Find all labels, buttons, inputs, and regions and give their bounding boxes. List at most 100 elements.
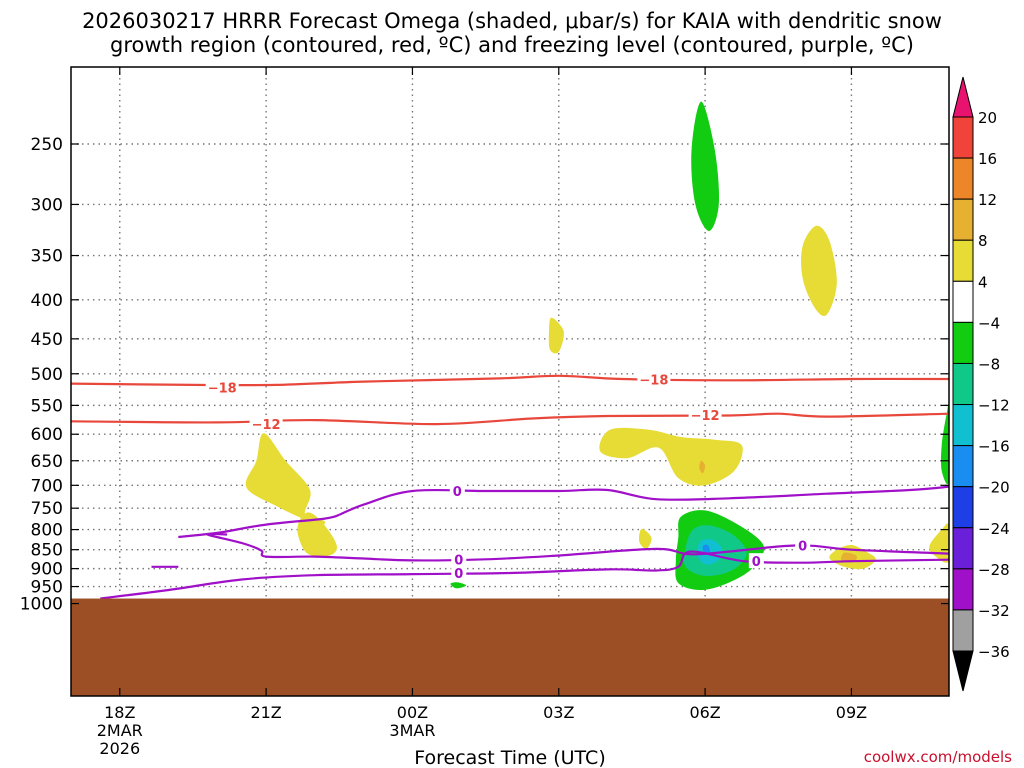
omega-region — [599, 427, 743, 486]
ground-terrain — [71, 598, 949, 696]
x-tick-label: 18Z — [104, 703, 135, 722]
contour-label-bg — [688, 406, 722, 422]
omega-region — [450, 582, 467, 589]
y-tick-label: 750 — [31, 499, 63, 519]
y-tick-label: 600 — [31, 425, 63, 445]
contour-label: −12 — [691, 409, 720, 424]
colorbar-swatch — [952, 280, 974, 323]
colorbar-label: −8 — [978, 355, 1000, 373]
omega-region — [940, 403, 949, 485]
omega-region — [691, 101, 720, 231]
colorbar-swatch — [952, 527, 974, 570]
omega-region — [297, 512, 337, 557]
contour-label-bg — [249, 416, 283, 432]
contour-label-bg — [449, 482, 465, 498]
x-tick-label: 00Z — [397, 703, 428, 722]
y-tick-label: 400 — [31, 291, 63, 311]
colorbar-label: 8 — [978, 232, 988, 250]
contour-label-bg — [451, 565, 467, 581]
contour-label: 0 — [798, 539, 807, 554]
y-tick-label: 950 — [31, 578, 63, 598]
temperature-contours — [71, 374, 949, 600]
omega-region — [245, 433, 326, 530]
colorbar-bottom-arrow — [952, 650, 974, 692]
x-tick-label: 06Z — [689, 703, 720, 722]
chart-title-line2: growth region (contoured, red, ºC) and f… — [110, 33, 914, 57]
plot-frame — [70, 66, 950, 697]
contour-label: 0 — [454, 554, 463, 569]
colorbar-swatch — [952, 157, 974, 200]
contour-label: −18 — [639, 374, 668, 389]
omega-region — [702, 544, 711, 555]
colorbar-swatch — [952, 568, 974, 611]
colorbar-label: 16 — [978, 150, 997, 168]
colorbar-label: −32 — [978, 602, 1010, 620]
contour-label-bg — [451, 551, 467, 567]
colorbar-label: −4 — [978, 314, 1000, 332]
y-tick-label: 700 — [31, 476, 63, 496]
omega-region — [639, 528, 652, 549]
y-tick-label: 550 — [31, 396, 63, 416]
contour-label: 0 — [453, 485, 462, 500]
y-tick-label: 900 — [31, 560, 63, 580]
colorbar: 20 16 12 8 4 −4 −8 −12 −16 −20 −24 −28 −32 −36 — [952, 76, 1010, 692]
colorbar-label: 12 — [978, 191, 997, 209]
y-tick-label: 250 — [31, 135, 63, 155]
contour-label: −12 — [252, 418, 281, 433]
freezing-level-line — [178, 513, 340, 539]
y-axis: 2503003504004505005506006507007508008509… — [20, 135, 949, 615]
x-tick-year: 2026 — [99, 739, 140, 758]
x-tick-label: 03Z — [543, 703, 574, 722]
colorbar-label: 20 — [978, 109, 997, 127]
omega-region — [801, 225, 837, 317]
freezing-level-line — [100, 550, 949, 600]
contour-label: 0 — [454, 567, 463, 582]
colorbar-label: −36 — [978, 643, 1010, 661]
omega-region — [841, 552, 857, 563]
contour-label-bg — [205, 379, 239, 395]
x-tick-date: 2MAR — [97, 721, 143, 740]
colorbar-label: 4 — [978, 273, 988, 291]
y-tick-label: 850 — [31, 541, 63, 561]
x-tick-label: 21Z — [250, 703, 281, 722]
colorbar-swatch — [952, 362, 974, 406]
colorbar-label: −16 — [978, 438, 1010, 456]
contour-label-bg — [795, 537, 811, 553]
omega-shading — [245, 101, 949, 591]
omega-region — [699, 460, 706, 474]
y-tick-label: 500 — [31, 365, 63, 385]
y-tick-label: 1000 — [20, 595, 63, 615]
colorbar-swatch — [952, 609, 974, 652]
freezing-level-line — [338, 485, 949, 516]
colorbar-label: −12 — [978, 397, 1010, 415]
chart-title-line1: 2026030217 HRRR Forecast Omega (shaded, … — [82, 9, 942, 33]
y-tick-label: 800 — [31, 521, 63, 541]
colorbar-swatch — [952, 445, 974, 488]
contour-label-bg — [748, 553, 764, 569]
dgz-contour-line — [71, 412, 949, 426]
y-tick-label: 350 — [31, 247, 63, 267]
contour-label: −18 — [208, 381, 237, 396]
colorbar-swatch — [952, 198, 974, 241]
y-tick-label: 300 — [31, 195, 63, 215]
omega-region — [548, 317, 564, 354]
colorbar-label: −24 — [978, 520, 1010, 538]
colorbar-label: −20 — [978, 479, 1010, 497]
site-footer: coolwx.com/models — [864, 748, 1012, 766]
colorbar-swatch — [952, 404, 974, 447]
colorbar-top-arrow — [952, 76, 974, 118]
contour-label: 0 — [752, 555, 761, 570]
contour-label-bg — [637, 371, 671, 387]
colorbar-swatch — [952, 116, 974, 159]
colorbar-label: −28 — [978, 561, 1010, 579]
colorbar-swatch — [952, 321, 974, 364]
x-axis-label: Forecast Time (UTC) — [414, 747, 605, 768]
y-tick-label: 450 — [31, 330, 63, 350]
y-tick-label: 650 — [31, 452, 63, 472]
dgz-contour-line — [71, 374, 949, 387]
colorbar-swatch — [952, 486, 974, 529]
x-tick-label: 09Z — [836, 703, 867, 722]
